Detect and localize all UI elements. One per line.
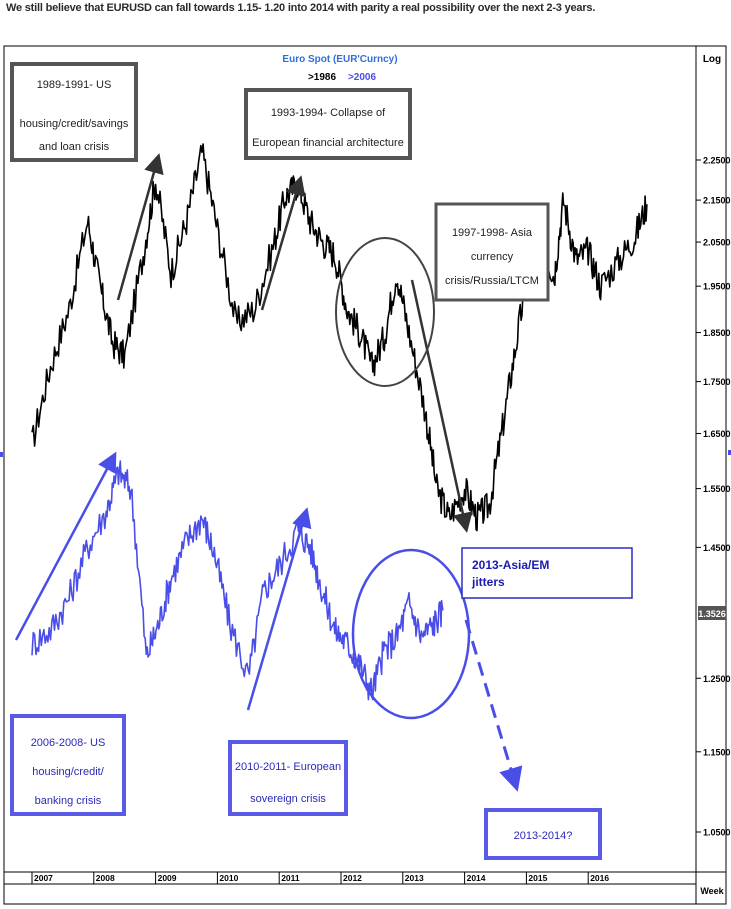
box-2013-line-1: 2013-Asia/EM	[472, 558, 549, 572]
x-tick-label: 2015	[528, 873, 547, 883]
box-2013-line-2: jitters	[471, 575, 505, 589]
y-tick-label: 1.8500	[703, 328, 731, 338]
series-group	[31, 143, 648, 701]
box-2006-line-1: 2006-2008- US	[31, 737, 106, 749]
series-line-since-2006	[31, 460, 444, 701]
box-1997-line-3: crisis/Russia/LTCM	[445, 275, 539, 287]
y-tick-label: 1.7500	[703, 377, 731, 387]
annotation-box-1989: 1989-1991- US housing/credit/savings and…	[10, 62, 138, 162]
x-tick-label: 2014	[467, 873, 486, 883]
chart-headline: We still believe that EURUSD can fall to…	[6, 2, 596, 14]
scale-label: Log	[703, 54, 721, 65]
box-1989-line-3: and loan crisis	[39, 141, 110, 153]
x-tick-label: 2007	[34, 873, 53, 883]
arrow-2006-rally	[14, 451, 117, 641]
x-tick-label: 2016	[590, 873, 609, 883]
y-tick-label: 1.1500	[703, 747, 731, 757]
arrow-1993-rally	[260, 175, 306, 311]
left-edge-marker	[0, 452, 3, 457]
x-axis-ticks: 2007 2008 2009 2010 2011 2012 2013 2014 2015 2016	[31, 872, 609, 884]
box-1989-line-1: 1989-1991- US	[37, 79, 112, 91]
legend-label-blue: >2006	[348, 72, 377, 83]
box-1993-line-1: 1993-1994- Collapse of	[271, 107, 386, 119]
y-tick-label: 1.2500	[703, 674, 731, 684]
box-2006-line-2: housing/credit/	[32, 766, 104, 778]
box-2013-2014-text: 2013-2014?	[514, 830, 573, 842]
annotation-box-1997: 1997-1998- Asia currency crisis/Russia/L…	[434, 202, 550, 302]
box-2006-line-3: banking crisis	[35, 795, 102, 807]
y-tick-label: 1.4500	[703, 543, 731, 553]
x-tick-label: 2010	[219, 873, 238, 883]
x-tick-label: 2009	[158, 873, 177, 883]
annotation-box-2013: 2013-Asia/EM jitters	[461, 547, 633, 599]
legend-label-black: >1986	[308, 72, 337, 83]
arrow-2010-rally	[246, 507, 312, 711]
circle-1997	[335, 237, 435, 387]
arrow-1989-rally	[116, 153, 164, 301]
box-1989-line-2: housing/credit/savings	[20, 118, 129, 130]
box-1997-line-1: 1997-1998- Asia	[452, 227, 533, 239]
annotation-box-2010: 2010-2011- European sovereign crisis	[228, 740, 348, 816]
annotation-box-2006: 2006-2008- US housing/credit/ banking cr…	[10, 714, 126, 816]
right-edge-marker	[728, 450, 731, 455]
y-tick-label: 1.6500	[703, 429, 731, 439]
last-value-tag: 1.3526	[698, 606, 726, 620]
chart-title: Euro Spot (EUR'Curncy)	[282, 54, 397, 65]
box-1993-line-2: European financial architecture	[252, 137, 404, 149]
arrow-2013-projection	[464, 619, 523, 792]
annotation-arrows	[14, 153, 523, 792]
y-axis-ticks: 2.2500 2.1500 2.0500 1.9500 1.8500 1.7500 1.65…	[696, 156, 731, 838]
last-value-text: 1.3526	[698, 609, 726, 619]
annotation-box-2013-2014: 2013-2014?	[484, 808, 602, 860]
series-line-since-1986	[31, 143, 648, 532]
circle-2013	[351, 548, 471, 720]
x-tick-label: 2013	[405, 873, 424, 883]
y-tick-label: 2.2500	[703, 156, 731, 166]
y-tick-label: 1.0500	[703, 828, 731, 838]
box-1997-line-2: currency	[471, 251, 514, 263]
arrow-1997-decline	[410, 279, 473, 533]
annotation-box-1993: 1993-1994- Collapse of European financia…	[244, 88, 412, 160]
y-tick-label: 2.1500	[703, 196, 731, 206]
x-tick-label: 2011	[281, 873, 300, 883]
box-2010-line-2: sovereign crisis	[250, 793, 326, 805]
x-tick-label: 2012	[343, 873, 362, 883]
box-2010-line-1: 2010-2011- European	[235, 761, 341, 773]
x-tick-label: 2008	[96, 873, 115, 883]
x-axis-label: Week	[700, 886, 724, 896]
y-tick-label: 2.0500	[703, 238, 731, 248]
y-tick-label: 1.9500	[703, 282, 731, 292]
y-tick-label: 1.5500	[703, 484, 731, 494]
